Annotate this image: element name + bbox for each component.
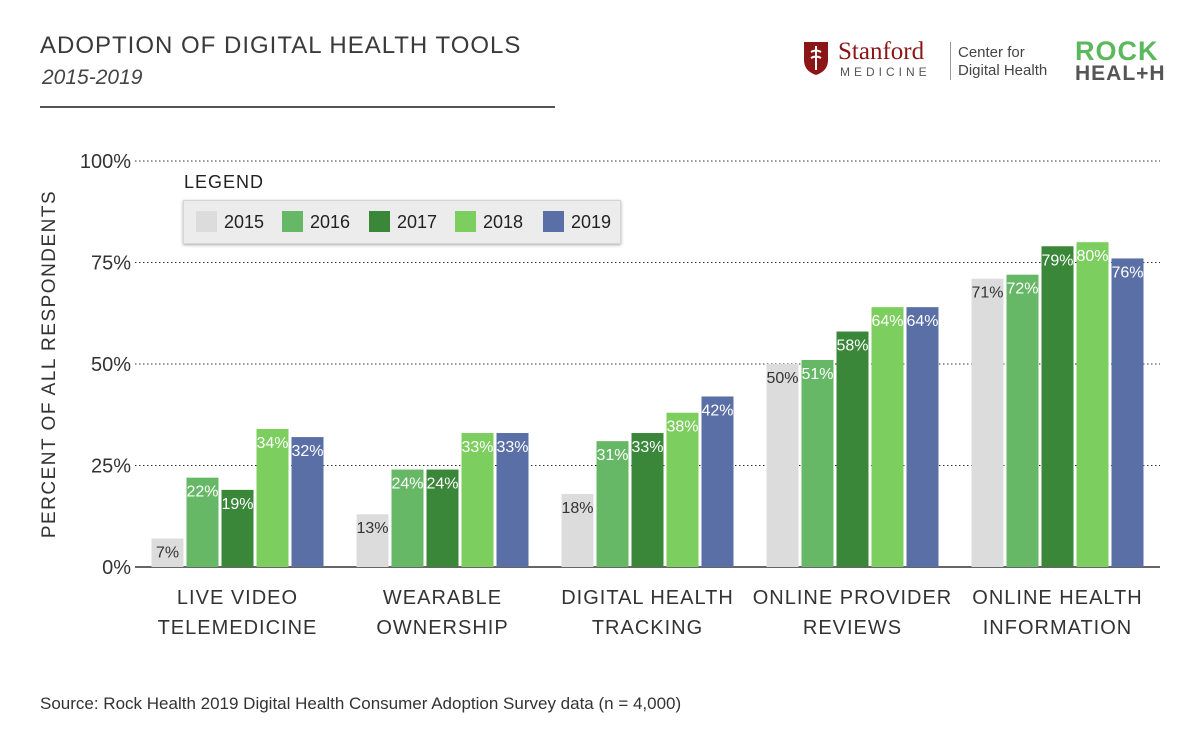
bar-2017 [1041, 246, 1074, 567]
data-label: 38% [666, 419, 698, 436]
legend-label: 2017 [397, 212, 438, 232]
chart-title: ADOPTION OF DIGITAL HEALTH TOOLS [40, 32, 522, 59]
category-label: TRACKING [592, 617, 703, 639]
bar-2019 [701, 396, 734, 567]
bar-2018 [871, 307, 904, 567]
legend-label: 2019 [571, 212, 612, 232]
legend: 2015 2016 2017 2018 2019 [183, 200, 621, 244]
data-label: 50% [766, 370, 798, 387]
category-label: WEARABLE [383, 587, 502, 609]
category-label: TELEMEDICINE [158, 617, 318, 639]
data-label: 79% [1041, 252, 1073, 269]
data-label: 13% [356, 520, 388, 537]
logo-divider [950, 42, 951, 80]
data-label: 76% [1111, 264, 1143, 281]
data-label: 51% [801, 366, 833, 383]
bar-2017 [631, 433, 664, 567]
chart-subtitle: 2015-2019 [42, 66, 143, 89]
y-tick-label: 75% [91, 253, 131, 275]
legend-swatch [455, 211, 476, 232]
bar-2018 [1076, 242, 1109, 567]
bar-2019 [291, 437, 324, 567]
data-label: 32% [291, 443, 323, 460]
bar-2015 [971, 278, 1004, 567]
center-name-line2: Digital Health [958, 62, 1048, 79]
y-axis-label: PERCENT OF ALL RESPONDENTS [39, 190, 60, 538]
bar-2016 [186, 477, 219, 567]
category-label: INFORMATION [983, 617, 1133, 639]
category-label: DIGITAL HEALTH [561, 587, 734, 609]
data-label: 42% [701, 402, 733, 419]
category-label: REVIEWS [803, 617, 902, 639]
rock-health-logo: ROCK HEAL+H [1075, 36, 1175, 86]
data-label: 33% [496, 439, 528, 456]
category-label: ONLINE HEALTH [972, 587, 1142, 609]
data-label: 19% [221, 496, 253, 513]
bar-2016 [391, 469, 424, 567]
category-label: LIVE VIDEO [177, 587, 298, 609]
y-tick-label: 25% [91, 456, 131, 478]
legend-label: 2016 [310, 212, 351, 232]
data-label: 72% [1006, 281, 1038, 298]
bar-2015 [561, 493, 594, 567]
legend-swatch [369, 211, 390, 232]
data-label: 7% [156, 545, 179, 562]
bar-2016 [596, 441, 629, 567]
legend-title: LEGEND [184, 172, 265, 192]
data-label: 33% [631, 439, 663, 456]
data-label: 64% [871, 313, 903, 330]
health-wordmark: HEAL+H [1075, 62, 1166, 85]
bar-2018 [461, 433, 494, 567]
bar-2019 [1111, 258, 1144, 567]
bar-2015 [356, 514, 389, 567]
data-label: 24% [426, 476, 458, 493]
bar-2016 [801, 359, 834, 567]
bar-2016 [1006, 274, 1039, 567]
source-note: Source: Rock Health 2019 Digital Health … [40, 694, 682, 713]
data-label: 58% [836, 338, 868, 355]
legend-label: 2018 [483, 212, 524, 232]
bar-2017 [836, 331, 869, 567]
bar-2015 [766, 364, 799, 567]
legend-swatch [282, 211, 303, 232]
bar-2019 [906, 307, 939, 567]
title-divider [40, 106, 555, 108]
y-tick-label: 0% [102, 557, 131, 579]
data-label: 18% [561, 500, 593, 517]
stanford-medicine-logo: Stanford MEDICINE Center for Digital Hea… [802, 38, 1060, 84]
bar-2015 [151, 538, 184, 567]
data-label: 64% [906, 313, 938, 330]
data-label: 80% [1076, 248, 1108, 265]
rock-wordmark: ROCK [1075, 36, 1159, 66]
data-label: 22% [186, 484, 218, 501]
category-label: OWNERSHIP [376, 617, 508, 639]
bar-2018 [666, 412, 699, 567]
bar-2017 [426, 469, 459, 567]
bar-2018 [256, 428, 289, 567]
y-tick-label: 50% [91, 354, 131, 376]
medicine-wordmark: MEDICINE [840, 65, 931, 79]
data-label: 24% [391, 476, 423, 493]
stanford-shield-icon [804, 42, 828, 75]
data-label: 31% [596, 447, 628, 464]
data-label: 34% [256, 435, 288, 452]
bar-2019 [496, 433, 529, 567]
legend-label: 2015 [224, 212, 265, 232]
bar-2017 [221, 489, 254, 567]
y-tick-label: 100% [80, 151, 131, 173]
legend-swatch [196, 211, 217, 232]
stanford-wordmark: Stanford [838, 38, 925, 65]
legend-swatch [543, 211, 564, 232]
category-label: ONLINE PROVIDER [753, 587, 952, 609]
data-label: 71% [971, 285, 1003, 302]
data-label: 33% [461, 439, 493, 456]
center-name-line1: Center for [958, 44, 1025, 61]
